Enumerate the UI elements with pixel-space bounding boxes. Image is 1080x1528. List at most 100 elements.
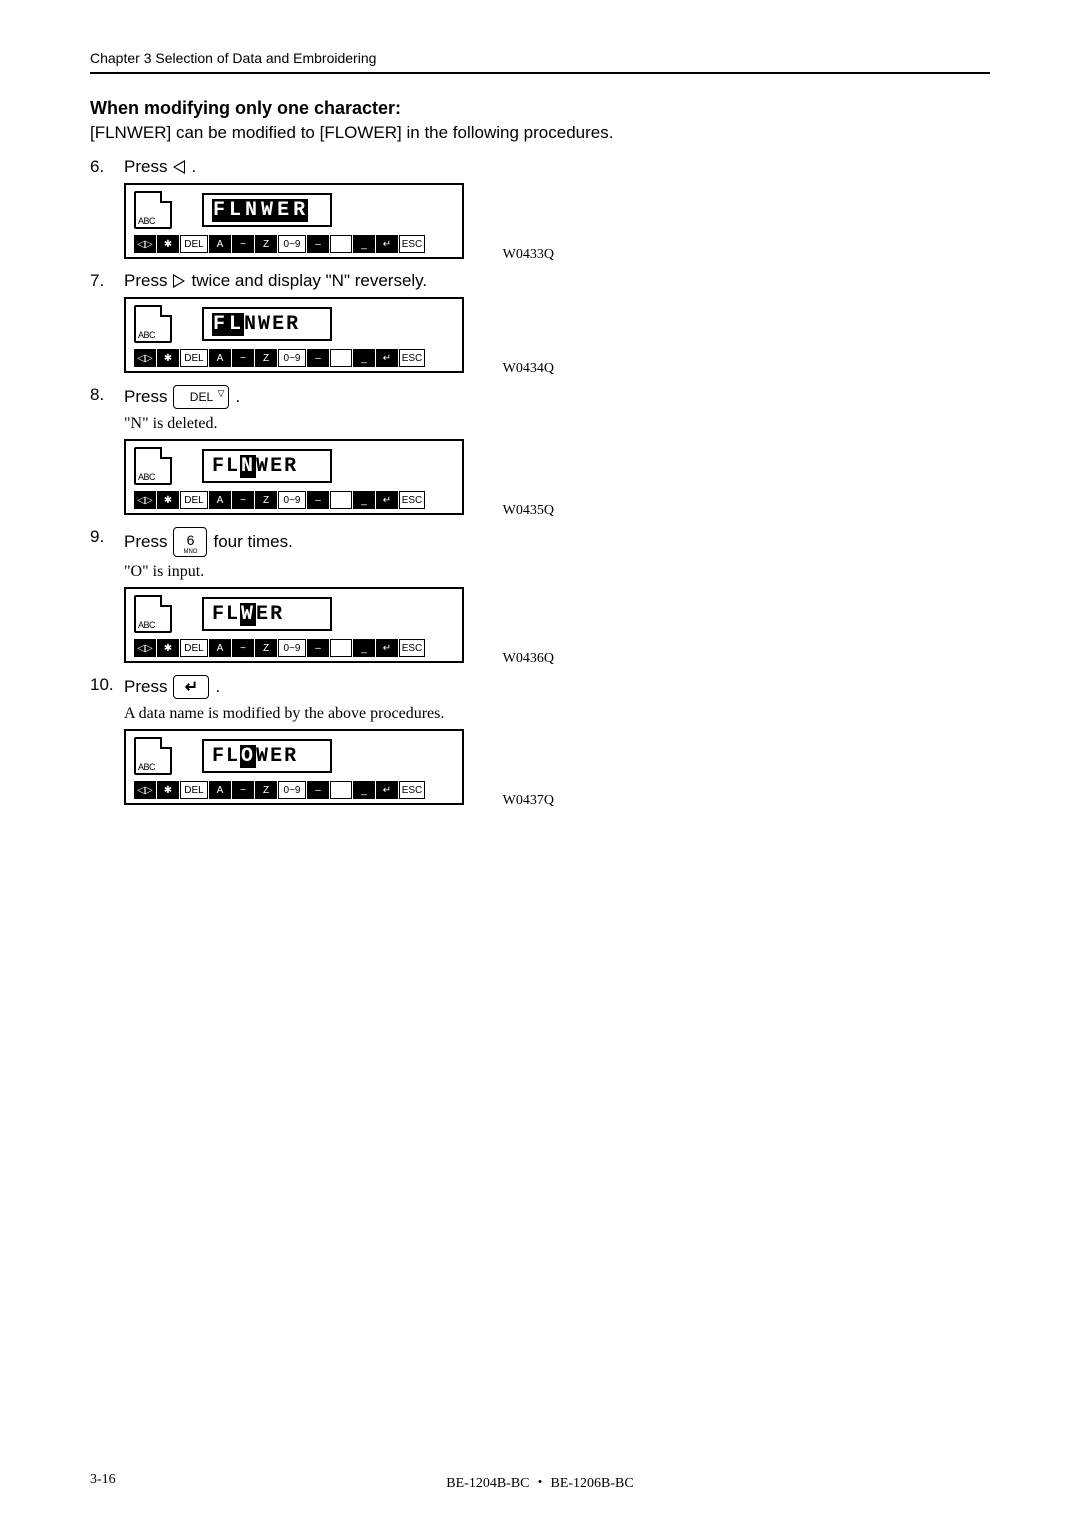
step-text: Press — [124, 157, 167, 177]
lcd-screen: ABC FLOWER ◁▷ ✱ DEL A ~ Z 0~9 – — [124, 729, 464, 805]
step-number: 8. — [90, 385, 124, 405]
step-note: "N" is deleted. — [124, 415, 990, 433]
dash-button[interactable]: – — [307, 349, 329, 367]
under-button[interactable]: _ — [353, 781, 375, 799]
text-display: FLNWER — [202, 307, 332, 341]
step-text: Press — [124, 271, 167, 291]
num-button[interactable]: 0~9 — [278, 491, 306, 509]
step-text: Press — [124, 532, 167, 552]
tilde-button[interactable]: ~ — [232, 235, 254, 253]
esc-button[interactable]: ESC — [399, 235, 425, 253]
num-button[interactable]: 0~9 — [278, 349, 306, 367]
abc-file-icon: ABC — [134, 447, 172, 485]
a-button[interactable]: A — [209, 349, 231, 367]
tilde-button[interactable]: ~ — [232, 349, 254, 367]
a-button[interactable]: A — [209, 491, 231, 509]
step-note: "O" is input. — [124, 563, 990, 581]
num-button[interactable]: 0~9 — [278, 639, 306, 657]
step-text: four times. — [213, 532, 292, 552]
z-button[interactable]: Z — [255, 491, 277, 509]
figure-code: W0433Q — [503, 247, 554, 263]
step-note: A data name is modified by the above pro… — [124, 705, 990, 723]
section-title: When modifying only one character: — [90, 98, 990, 119]
a-button[interactable]: A — [209, 781, 231, 799]
under-button[interactable]: _ — [353, 349, 375, 367]
nav-button[interactable]: ◁▷ — [134, 491, 156, 509]
step-number: 7. — [90, 271, 124, 291]
esc-button[interactable]: ESC — [399, 491, 425, 509]
star-button[interactable]: ✱ — [157, 235, 179, 253]
enter-button[interactable]: ↵ — [376, 491, 398, 509]
esc-button[interactable]: ESC — [399, 781, 425, 799]
dash-button[interactable]: – — [307, 491, 329, 509]
down-triangle-icon: ▽ — [218, 388, 225, 399]
num-button[interactable]: 0~9 — [278, 235, 306, 253]
soft-button-row: ◁▷ ✱ DEL A ~ Z 0~9 – _ ↵ ESC — [134, 639, 454, 657]
z-button[interactable]: Z — [255, 781, 277, 799]
step-6: 6. Press . ABC FLNWER ◁▷ ✱ D — [90, 157, 990, 259]
blank-button[interactable] — [330, 235, 352, 253]
left-arrow-icon — [173, 160, 185, 174]
del-button[interactable]: DEL — [180, 639, 208, 657]
enter-button[interactable]: ↵ — [376, 639, 398, 657]
abc-file-icon: ABC — [134, 595, 172, 633]
under-button[interactable]: _ — [353, 235, 375, 253]
star-button[interactable]: ✱ — [157, 639, 179, 657]
step-9: 9. Press 6 MNO four times. "O" is input.… — [90, 527, 990, 663]
under-button[interactable]: _ — [353, 491, 375, 509]
soft-button-row: ◁▷ ✱ DEL A ~ Z 0~9 – _ ↵ ESC — [134, 781, 454, 799]
num-button[interactable]: 0~9 — [278, 781, 306, 799]
lcd-screen: ABC FLNWER ◁▷ ✱ DEL A ~ Z 0~9 – — [124, 183, 464, 259]
lcd-screen: ABC FLWER ◁▷ ✱ DEL A ~ Z 0~9 – — [124, 587, 464, 663]
nav-button[interactable]: ◁▷ — [134, 349, 156, 367]
dash-button[interactable]: – — [307, 235, 329, 253]
step-text: . — [215, 677, 220, 697]
enter-key[interactable]: ↵ — [173, 675, 209, 699]
esc-button[interactable]: ESC — [399, 639, 425, 657]
lcd-screen: ABC FLNWER ◁▷ ✱ DEL A ~ Z 0~9 – — [124, 439, 464, 515]
del-button[interactable]: DEL — [180, 349, 208, 367]
page-footer: 3-16 BE-1204B-BC ・ BE-1206B-BC — [90, 1472, 990, 1488]
tilde-button[interactable]: ~ — [232, 639, 254, 657]
star-button[interactable]: ✱ — [157, 491, 179, 509]
del-key[interactable]: DEL ▽ — [173, 385, 229, 409]
nav-button[interactable]: ◁▷ — [134, 781, 156, 799]
abc-file-icon: ABC — [134, 191, 172, 229]
enter-button[interactable]: ↵ — [376, 349, 398, 367]
page-header: Chapter 3 Selection of Data and Embroide… — [90, 50, 990, 74]
text-display: FLNWER — [202, 193, 332, 227]
dash-button[interactable]: – — [307, 781, 329, 799]
blank-button[interactable] — [330, 781, 352, 799]
blank-button[interactable] — [330, 639, 352, 657]
tilde-button[interactable]: ~ — [232, 491, 254, 509]
z-button[interactable]: Z — [255, 235, 277, 253]
enter-button[interactable]: ↵ — [376, 781, 398, 799]
figure-code: W0434Q — [503, 361, 554, 377]
text-display: FLOWER — [202, 739, 332, 773]
blank-button[interactable] — [330, 491, 352, 509]
a-button[interactable]: A — [209, 235, 231, 253]
star-button[interactable]: ✱ — [157, 349, 179, 367]
soft-button-row: ◁▷ ✱ DEL A ~ Z 0~9 – _ ↵ ESC — [134, 349, 454, 367]
nav-button[interactable]: ◁▷ — [134, 639, 156, 657]
step-text: Press — [124, 677, 167, 697]
enter-button[interactable]: ↵ — [376, 235, 398, 253]
figure-code: W0435Q — [503, 503, 554, 519]
star-button[interactable]: ✱ — [157, 781, 179, 799]
del-button[interactable]: DEL — [180, 235, 208, 253]
dash-button[interactable]: – — [307, 639, 329, 657]
z-button[interactable]: Z — [255, 639, 277, 657]
six-key[interactable]: 6 MNO — [173, 527, 207, 557]
under-button[interactable]: _ — [353, 639, 375, 657]
esc-button[interactable]: ESC — [399, 349, 425, 367]
del-button[interactable]: DEL — [180, 491, 208, 509]
footer-model: BE-1204B-BC ・ BE-1206B-BC — [90, 1472, 990, 1492]
z-button[interactable]: Z — [255, 349, 277, 367]
del-button[interactable]: DEL — [180, 781, 208, 799]
tilde-button[interactable]: ~ — [232, 781, 254, 799]
soft-button-row: ◁▷ ✱ DEL A ~ Z 0~9 – _ ↵ ESC — [134, 235, 454, 253]
step-text: twice and display "N" reversely. — [191, 271, 427, 291]
a-button[interactable]: A — [209, 639, 231, 657]
blank-button[interactable] — [330, 349, 352, 367]
nav-button[interactable]: ◁▷ — [134, 235, 156, 253]
